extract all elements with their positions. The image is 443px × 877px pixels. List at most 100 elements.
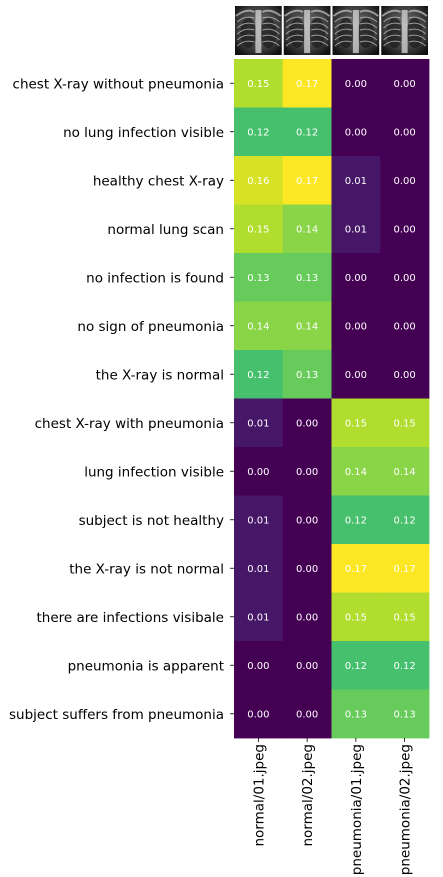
cell-value-label: 0.00: [393, 370, 415, 381]
heatmap-cell: [331, 301, 381, 351]
heatmap-cell: [380, 204, 430, 254]
heatmap-cell: [331, 204, 381, 254]
heatmap-cell: [331, 495, 381, 545]
heatmap-cell: [331, 350, 381, 399]
row-label: subject is not healthy: [79, 513, 224, 529]
column-label: normal/01.jpeg: [251, 744, 267, 847]
thumbnails-layer: [235, 6, 428, 55]
cell-value-label: 0.00: [247, 467, 269, 478]
cell-value-label: 0.01: [247, 418, 269, 429]
heatmap-cell: [380, 398, 430, 448]
heatmap-cell: [331, 398, 381, 448]
cell-value-label: 0.14: [296, 224, 318, 235]
chest-xray-pneumonia-icon: [381, 6, 428, 55]
cell-value-label: 0.14: [345, 467, 367, 478]
cell-value-label: 0.00: [296, 467, 318, 478]
heatmap-cell: [380, 59, 430, 108]
heatmap-cell: [234, 350, 284, 399]
heatmap-cell: [380, 107, 430, 157]
cell-value-label: 0.14: [247, 321, 269, 332]
cell-value-label: 0.17: [393, 564, 415, 575]
cell-value-label: 0.15: [247, 224, 269, 235]
cell-value-label: 0.15: [345, 612, 367, 623]
cell-value-label: 0.00: [345, 273, 367, 284]
cell-value-label: 0.12: [296, 127, 318, 138]
cell-value-label: 0.13: [345, 709, 367, 720]
cell-value-label: 0.00: [296, 418, 318, 429]
heatmap-cell: [331, 107, 381, 157]
cell-value-label: 0.15: [393, 418, 415, 429]
cell-value-label: 0.00: [345, 321, 367, 332]
heatmap-cell: [234, 107, 284, 157]
row-label: chest X-ray with pneumonia: [35, 416, 224, 432]
heatmap-cell: [380, 544, 430, 593]
heatmap-cell: [380, 495, 430, 545]
heatmap-cell: [331, 689, 381, 739]
column-labels-layer: normal/01.jpeg normal/02.jpeg pneumonia/01…: [251, 738, 414, 875]
row-label: pneumonia is apparent: [68, 658, 224, 674]
cell-value-label: 0.17: [345, 564, 367, 575]
row-label: no sign of pneumonia: [77, 319, 224, 335]
cell-value-label: 0.17: [296, 79, 318, 90]
cell-value-label: 0.01: [247, 612, 269, 623]
cell-value-label: 0.00: [393, 127, 415, 138]
heatmap-cell: [234, 301, 284, 351]
heatmap-cell: [282, 447, 332, 496]
row-label: no lung infection visible: [63, 125, 224, 141]
heatmap-cell: [234, 544, 284, 593]
row-label: healthy chest X-ray: [93, 173, 224, 189]
cell-value-label: 0.00: [345, 127, 367, 138]
heatmap-cell: [234, 447, 284, 496]
heatmap-cell: [234, 204, 284, 254]
heatmap-cell: [282, 107, 332, 157]
cell-value-label: 0.00: [393, 224, 415, 235]
heatmap-cell: [331, 156, 381, 205]
heatmap-cell: [331, 641, 381, 690]
cell-value-label: 0.15: [247, 79, 269, 90]
cell-value-label: 0.12: [393, 515, 415, 526]
heatmap-cell: [282, 253, 332, 302]
heatmap-cell: [380, 350, 430, 399]
cell-value-label: 0.00: [393, 79, 415, 90]
cell-value-label: 0.00: [296, 564, 318, 575]
cell-value-label: 0.17: [296, 176, 318, 187]
chest-xray-normal-icon: [235, 6, 282, 55]
row-label: chest X-ray without pneumonia: [13, 76, 224, 92]
chest-xray-pneumonia-icon: [332, 6, 380, 55]
cell-value-label: 0.15: [345, 418, 367, 429]
heatmap-cell: [331, 447, 381, 496]
cell-value-label: 0.12: [247, 370, 269, 381]
cell-value-label: 0.13: [296, 370, 318, 381]
chest-xray-normal-icon: [283, 6, 331, 55]
cell-value-label: 0.12: [393, 661, 415, 672]
heatmap-cell: [331, 592, 381, 642]
heatmap-cell: [234, 253, 284, 302]
cell-value-label: 0.12: [345, 661, 367, 672]
heatmap-cell: [380, 301, 430, 351]
heatmap-cell: [234, 641, 284, 690]
heatmap-cell: [380, 689, 430, 739]
heatmap-cell: [331, 59, 381, 108]
heatmap-cell: [234, 156, 284, 205]
column-label: normal/02.jpeg: [300, 744, 316, 847]
cell-value-label: 0.00: [296, 515, 318, 526]
cell-value-label: 0.00: [393, 321, 415, 332]
cell-value-label: 0.16: [247, 176, 269, 187]
row-label: the X-ray is not normal: [69, 561, 224, 577]
heatmap-cell: [234, 689, 284, 739]
row-label: the X-ray is normal: [96, 367, 224, 383]
heatmap-cell: [282, 350, 332, 399]
cell-value-label: 0.12: [345, 515, 367, 526]
heatmap-cell: [282, 689, 332, 739]
heatmap-cell: [282, 398, 332, 448]
cell-value-label: 0.00: [345, 79, 367, 90]
column-label: pneumonia/02.jpeg: [398, 744, 414, 875]
cell-value-label: 0.00: [393, 176, 415, 187]
cell-value-label: 0.13: [296, 273, 318, 284]
cell-value-label: 0.01: [345, 224, 367, 235]
cell-value-label: 0.00: [296, 661, 318, 672]
heatmap-cell: [380, 447, 430, 496]
heatmap-cell: [282, 544, 332, 593]
cell-value-label: 0.00: [247, 661, 269, 672]
